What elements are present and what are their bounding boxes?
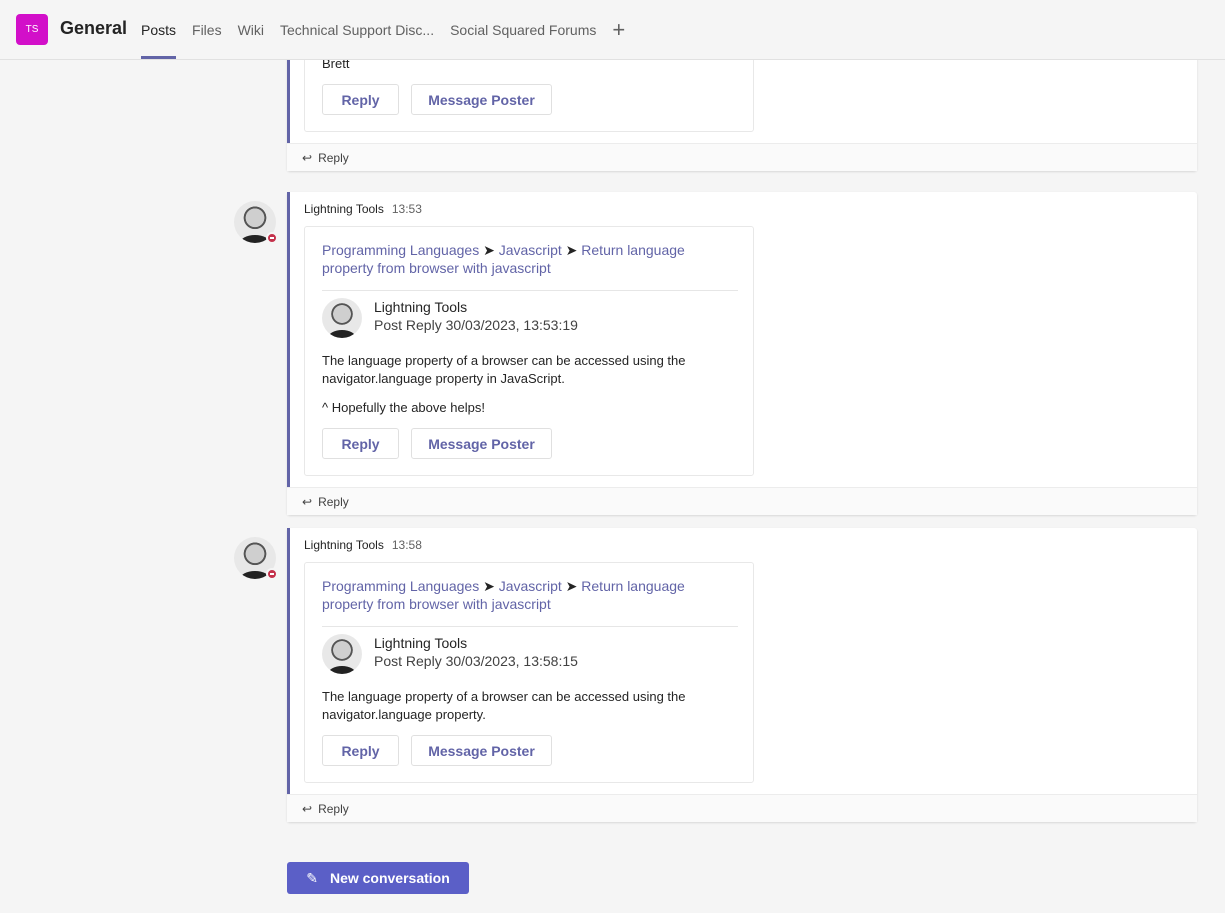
channel-title: General: [60, 18, 128, 38]
reply-arrow-icon: ↩: [302, 494, 313, 509]
reply-arrow-icon: ↩: [302, 801, 313, 816]
thread: Lightning Tools 13:58 Programming Languag…: [287, 528, 1197, 822]
chevron-right-icon: ➤: [483, 242, 495, 258]
crumb-category[interactable]: Programming Languages: [322, 578, 480, 594]
new-conversation-button[interactable]: ✎ New conversation: [287, 862, 469, 894]
crumb-topic[interactable]: Return language property from browser wi…: [322, 578, 685, 612]
message-body: The language property of a browser can b…: [322, 352, 736, 417]
message-poster-button[interactable]: Message Poster: [411, 84, 552, 115]
chevron-right-icon: ➤: [565, 578, 578, 594]
sender-avatar[interactable]: [234, 537, 278, 580]
plus-icon[interactable]: +: [612, 16, 626, 42]
tab-wiki[interactable]: Wiki: [237, 22, 265, 38]
channel-header: TS General Posts Files Wiki Technical Su…: [0, 0, 1225, 60]
adaptive-card: Programming Languages ➤ Javascript ➤ Ret…: [304, 226, 754, 476]
message-poster-button[interactable]: Message Poster: [411, 428, 552, 459]
presence-dnd-icon: [266, 232, 278, 244]
breadcrumb: Programming Languages ➤ Javascript ➤ Ret…: [322, 577, 738, 627]
thread-reply[interactable]: ↩ Reply: [287, 487, 1197, 515]
message-poster-button[interactable]: Message Poster: [411, 735, 552, 766]
message-paragraph: The language property of a browser can b…: [322, 689, 686, 722]
thread: Lightning Tools 13:53 Programming Languag…: [287, 192, 1197, 515]
crumb-subcategory[interactable]: Javascript: [498, 578, 562, 594]
thread-reply-label: Reply: [318, 801, 349, 816]
message-paragraph: ^ Hopefully the above helps!: [322, 400, 485, 415]
timestamp: 13:58: [391, 538, 422, 552]
message-body: The language property of a browser can b…: [322, 688, 736, 724]
author-avatar: [322, 634, 362, 674]
adaptive-card: Programming Languages ➤ Javascript ➤ Ret…: [304, 562, 754, 783]
post-subtitle: Post Reply 30/03/2023, 13:53:19: [374, 317, 578, 333]
tab-files[interactable]: Files: [192, 22, 222, 38]
compose-icon: ✎: [306, 869, 318, 886]
post-subtitle: Post Reply 30/03/2023, 13:58:15: [374, 653, 578, 669]
sender-name[interactable]: Lightning Tools: [304, 202, 384, 216]
chevron-right-icon: ➤: [483, 578, 495, 594]
crumb-category[interactable]: Programming Languages: [322, 242, 480, 258]
reply-button[interactable]: Reply: [322, 84, 399, 115]
thread-reply[interactable]: ↩ Reply: [287, 143, 1197, 171]
thread-reply-label: Reply: [318, 150, 349, 165]
breadcrumb: Programming Languages ➤ Javascript ➤ Ret…: [322, 241, 738, 291]
chevron-right-icon: ➤: [565, 242, 578, 258]
timestamp: 13:53: [391, 202, 422, 216]
crumb-topic[interactable]: Return language property from browser wi…: [322, 242, 685, 276]
presence-dnd-icon: [266, 568, 278, 580]
reply-button[interactable]: Reply: [322, 735, 399, 766]
sender-avatar[interactable]: [234, 201, 278, 244]
reply-button[interactable]: Reply: [322, 428, 399, 459]
reply-arrow-icon: ↩: [302, 150, 313, 165]
crumb-subcategory[interactable]: Javascript: [498, 242, 562, 258]
new-conversation-label: New conversation: [329, 870, 450, 886]
team-avatar[interactable]: TS: [16, 14, 48, 45]
author-name: Lightning Tools: [374, 299, 468, 315]
thread-reply-label: Reply: [318, 494, 349, 509]
channel-tabs: Posts Files Wiki Technical Support Disc.…: [141, 0, 625, 59]
tab-posts[interactable]: Posts: [141, 0, 177, 59]
tab-social-squared-forums[interactable]: Social Squared Forums: [450, 22, 597, 38]
thread-reply[interactable]: ↩ Reply: [287, 794, 1197, 822]
author-name: Lightning Tools: [374, 635, 468, 651]
tab-technical-support[interactable]: Technical Support Disc...: [280, 22, 435, 38]
message-paragraph: The language property of a browser can b…: [322, 353, 686, 386]
sender-name[interactable]: Lightning Tools: [304, 538, 384, 552]
author-avatar: [322, 298, 362, 338]
